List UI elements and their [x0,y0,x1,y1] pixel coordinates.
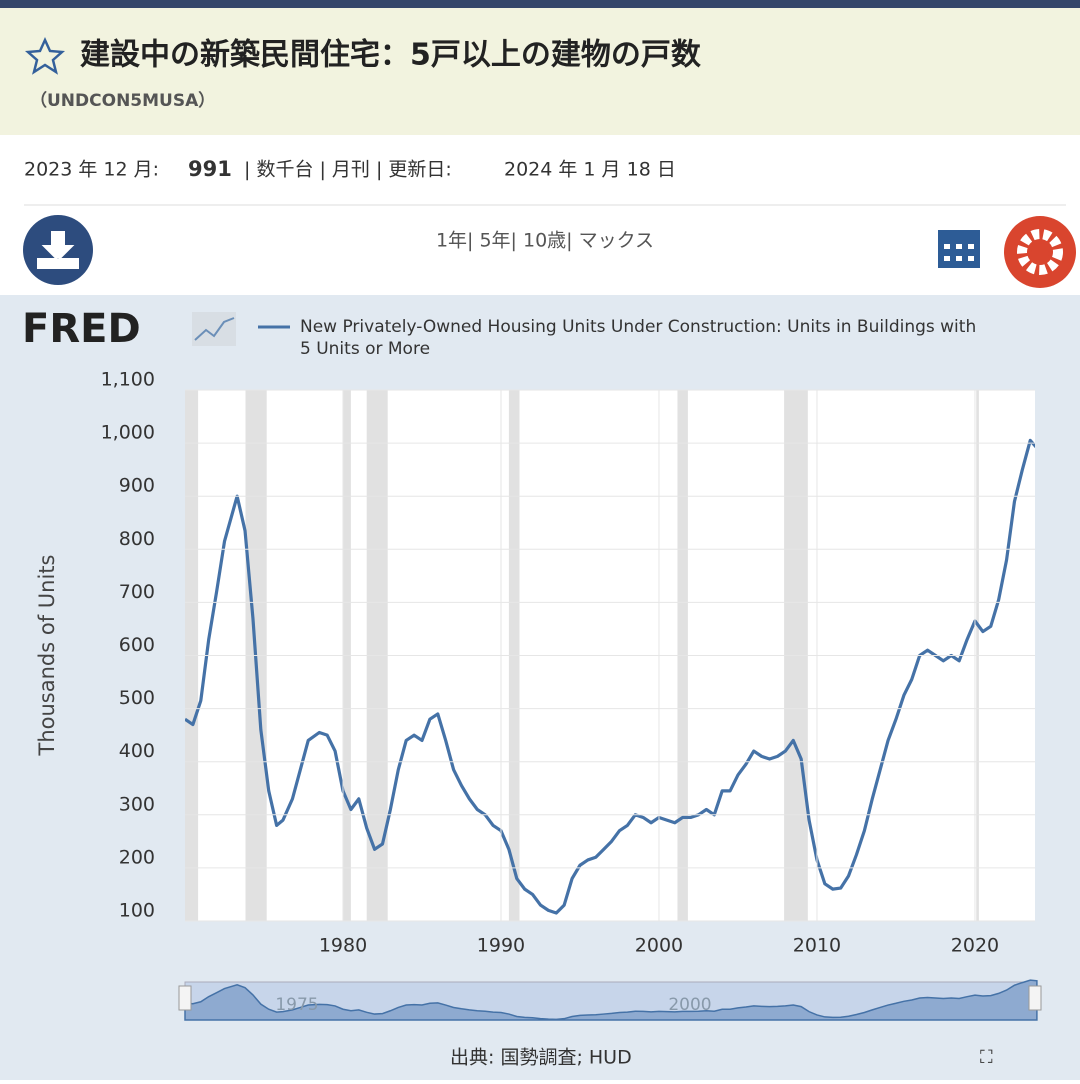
y-tick-label: 700 [119,581,155,603]
y-tick-label: 800 [119,528,155,550]
navigator-series [184,979,1038,1021]
y-tick-label: 100 [119,900,155,922]
settings-button[interactable] [1004,216,1076,288]
page-title: 建設中の新築民間住宅：5戸以上の建物の戸数 [80,38,702,73]
info-bg [0,135,1080,295]
y-tick-label: 500 [119,687,155,709]
download-button[interactable] [23,215,93,285]
favorite-star[interactable] [24,36,66,75]
navigator-label: 2000 [668,995,711,1015]
x-tick-label: 2010 [793,935,841,957]
logo-icon [192,312,236,346]
obs-date: 2023 年 12 月: [24,159,159,181]
y-tick-label: 200 [119,846,155,868]
y-tick-label: 1,100 [101,369,155,391]
x-tick-label: 1990 [477,935,525,957]
obs-meta: | 数千台 | 月刊 | 更新日: [244,159,452,181]
top-bar [0,0,1080,8]
obs-value: 991 [188,157,232,181]
data-line [185,438,1035,915]
fred-logo: FRED [22,306,141,352]
y-axis-label: Thousands of Units [35,555,59,757]
y-tick-label: 600 [119,634,155,656]
header-bg [0,8,1080,135]
x-tick-label: 1980 [319,935,367,957]
series-id: （UNDCON5MUSA） [30,90,215,111]
calendar-button[interactable] [938,230,980,268]
legend-label: New Privately-Owned Housing Units Under … [300,317,976,359]
fullscreen-icon[interactable]: ⛶ [980,1047,993,1068]
navigator-label: 1975 [275,995,318,1015]
x-tick-label: 2000 [635,935,683,957]
navigator-handle[interactable] [1028,985,1042,1011]
y-tick-label: 400 [119,740,155,762]
range-buttons[interactable]: 1年| 5年| 10歳| マックス [436,230,654,252]
y-tick-label: 900 [119,475,155,497]
y-tick-label: 300 [119,793,155,815]
navigator-handle[interactable] [178,985,192,1011]
updated-date: 2024 年 1 月 18 日 [504,159,676,181]
x-tick-label: 2020 [951,935,999,957]
logo-icon-line [194,317,235,341]
y-tick-label: 1,000 [101,422,155,444]
source: 出典: 国勢調査; HUD [450,1047,632,1069]
